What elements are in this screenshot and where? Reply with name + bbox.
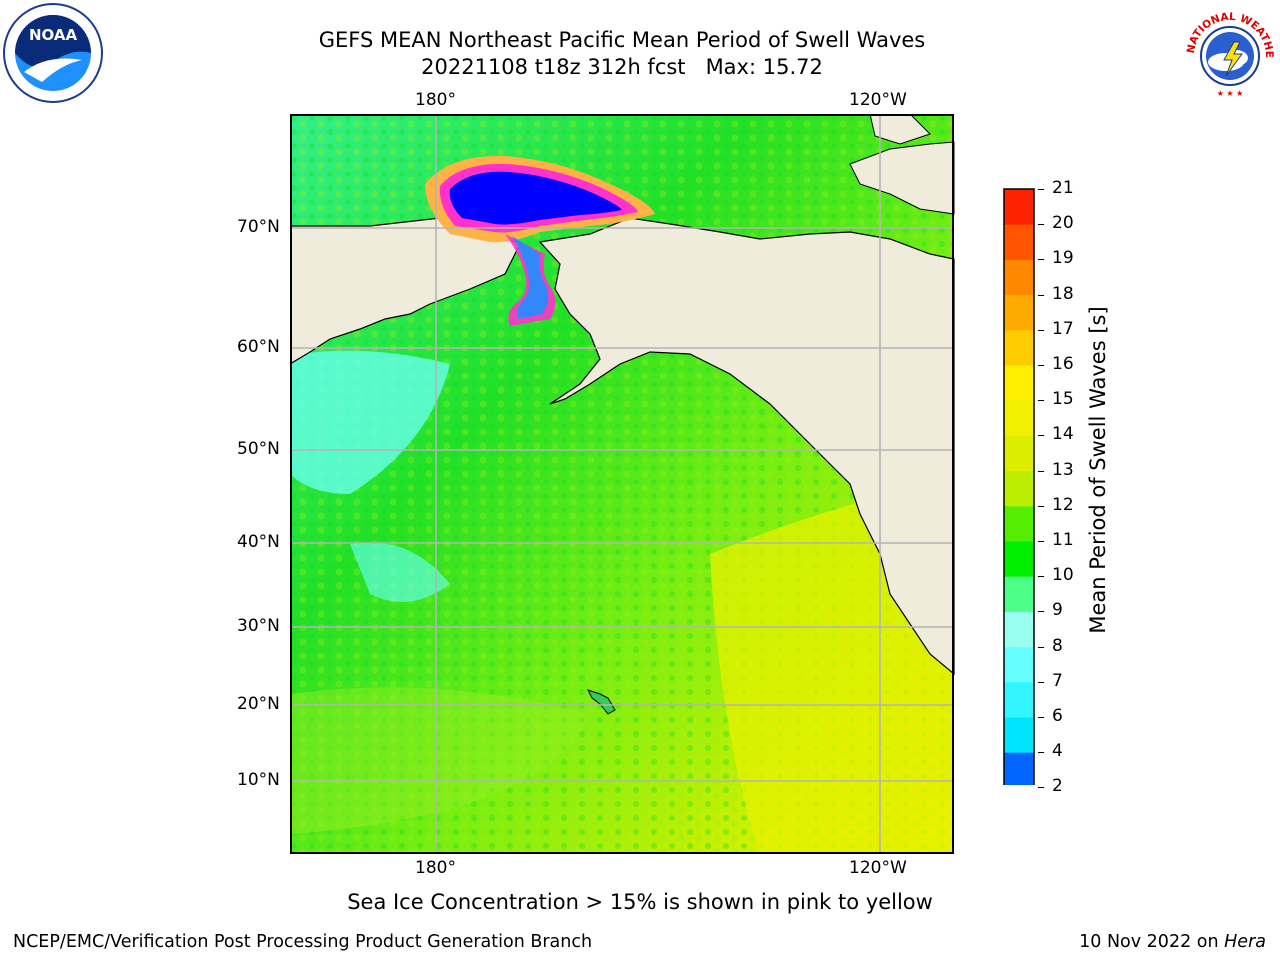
- colorbar-tick-label: 18: [1052, 283, 1074, 304]
- colorbar-tick-mark: [1038, 435, 1044, 437]
- colorbar-bin: [1004, 435, 1034, 472]
- colorbar-tick-mark: [1038, 752, 1044, 754]
- lon-tick-bottom-120w: 120°W: [849, 858, 907, 878]
- colorbar-tick-label: 12: [1052, 494, 1074, 515]
- footer-left: NCEP/EMC/Verification Post Processing Pr…: [13, 932, 593, 952]
- colorbar-bin: [1004, 400, 1034, 436]
- colorbar-label: Mean Period of Swell Waves [s]: [1086, 306, 1110, 634]
- colorbar-tick-mark: [1038, 189, 1044, 190]
- colorbar-tick-label: 11: [1052, 530, 1074, 550]
- colorbar-tick-label: 15: [1052, 389, 1074, 410]
- colorbar-bin: [1004, 365, 1034, 401]
- map-frame: [290, 114, 954, 854]
- noaa-logo-text: NOAA: [29, 26, 78, 44]
- colorbar-bin: [1004, 717, 1034, 753]
- colorbar-tick-label: 10: [1052, 565, 1074, 586]
- sea-ice-core: [449, 171, 622, 225]
- colorbar-bin: [1004, 611, 1034, 648]
- colorbar-tick-mark: [1038, 576, 1044, 578]
- lat-tick-10n: 10°N: [237, 770, 280, 790]
- nws-logo: NATIONAL WEATHER SERVICE ★ ★ ★: [1176, 0, 1280, 106]
- colorbar-bin: [1004, 576, 1034, 612]
- colorbar-tick-mark: [1038, 646, 1044, 648]
- colorbar-tick-label: 14: [1052, 424, 1074, 445]
- lon-tick-top-120w: 120°W: [849, 90, 907, 110]
- colorbar-tick-label: 16: [1052, 354, 1074, 374]
- noaa-logo: NOAA: [2, 2, 104, 108]
- colorbar-tick-mark: [1038, 259, 1044, 261]
- footer-right: 10 Nov 2022 on Hera: [1079, 932, 1266, 952]
- graticule: [290, 114, 954, 854]
- lat-tick-40n: 40°N: [237, 532, 280, 552]
- colorbar-bin: [1004, 681, 1034, 718]
- lon-tick-bottom-180: 180°: [415, 858, 456, 878]
- map-canvas: [289, 113, 955, 854]
- colorbar-tick-mark: [1038, 224, 1044, 226]
- lat-tick-60n: 60°N: [237, 337, 280, 357]
- map-subtitle: 20221108 t18z 312h fcst Max: 15.72: [421, 55, 823, 79]
- colorbar-tick-mark: [1038, 400, 1044, 402]
- colorbar: [1000, 185, 1040, 817]
- svg-text:★ ★ ★: ★ ★ ★: [1217, 89, 1244, 98]
- lon-tick-top-180: 180°: [415, 90, 456, 110]
- map-panel: [289, 113, 956, 860]
- colorbar-bin: [1004, 259, 1034, 296]
- colorbar-bin: [1004, 329, 1034, 366]
- colorbar-tick-mark: [1038, 505, 1044, 507]
- colorbar-bin: [1004, 294, 1034, 331]
- colorbar-tick-mark: [1038, 611, 1044, 613]
- land-north-america: [538, 217, 955, 676]
- colorbar-tick-mark: [1038, 365, 1044, 366]
- colorbar-bin: [1004, 541, 1034, 577]
- colorbar-tick-label: 19: [1052, 248, 1074, 269]
- colorbar-tick-mark: [1038, 717, 1044, 718]
- colorbar-tick-label: 2: [1052, 776, 1063, 797]
- footer-host: Hera: [1224, 932, 1266, 952]
- lat-tick-30n: 30°N: [237, 616, 280, 636]
- colorbar-tick-mark: [1038, 329, 1044, 331]
- low-period-region: [290, 350, 450, 494]
- lat-tick-20n: 20°N: [237, 694, 280, 714]
- map-caption: Sea Ice Concentration > 15% is shown in …: [347, 890, 933, 914]
- colorbar-tick-mark: [1038, 294, 1044, 296]
- colorbar-tick-label: 8: [1052, 635, 1063, 656]
- colorbar-tick-label: 6: [1052, 706, 1063, 726]
- colorbar-bin: [1004, 224, 1034, 260]
- colorbar-tick-label: 9: [1052, 600, 1063, 621]
- colorbar-tick-label: 21: [1052, 178, 1074, 198]
- hawaii-islands: [587, 689, 616, 715]
- colorbar-tick-mark: [1038, 541, 1044, 542]
- colorbar-tick-mark: [1038, 470, 1044, 472]
- colorbar-bin: [1004, 646, 1034, 683]
- colorbar-tick-mark: [1038, 787, 1044, 789]
- footer-date: 10 Nov 2022 on: [1079, 932, 1225, 952]
- colorbar-tick-mark: [1038, 681, 1044, 683]
- colorbar-bin: [1004, 752, 1034, 788]
- map-title: GEFS MEAN Northeast Pacific Mean Period …: [318, 28, 926, 52]
- colorbar-tick-label: 17: [1052, 318, 1074, 339]
- colorbar-bin: [1004, 189, 1034, 225]
- colorbar-tick-label: 7: [1052, 670, 1063, 691]
- colorbar-tick-label: 20: [1052, 213, 1074, 234]
- colorbar-bin: [1004, 470, 1034, 507]
- colorbar-bar: [1002, 188, 1036, 817]
- lat-tick-50n: 50°N: [237, 439, 280, 459]
- colorbar-bin: [1004, 505, 1034, 542]
- lat-tick-70n: 70°N: [237, 217, 280, 237]
- colorbar-tick-label: 13: [1052, 459, 1074, 480]
- colorbar-tick-label: 4: [1052, 741, 1063, 762]
